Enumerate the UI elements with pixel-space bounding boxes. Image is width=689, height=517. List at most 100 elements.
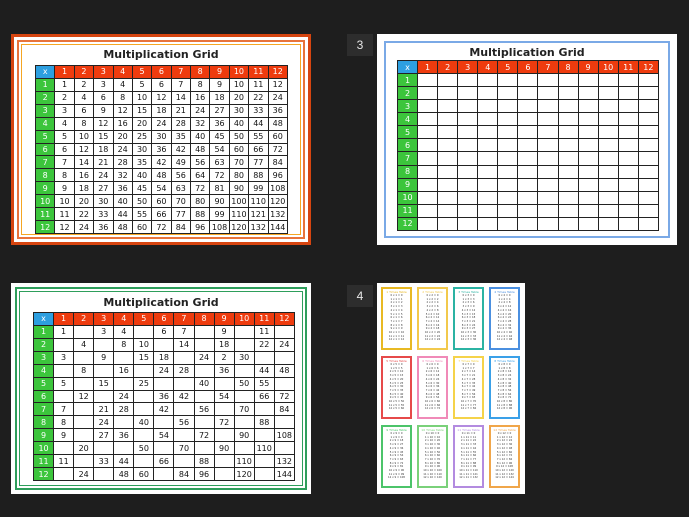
column-header: 9 <box>577 59 599 75</box>
grid-cell: 56 <box>189 155 211 170</box>
times-table-line: 7 x 8 = 56 <box>497 388 512 392</box>
grid-cell: 99 <box>209 207 230 222</box>
grid-cell <box>173 350 195 365</box>
times-table-line: 9 x 5 = 45 <box>389 396 404 400</box>
grid-cell <box>193 415 215 430</box>
grid-cell-empty <box>617 203 639 218</box>
grid-cell: 36 <box>93 220 114 234</box>
grid-cell: 15 <box>131 103 153 118</box>
row-header: 5 <box>34 129 56 144</box>
times-table-line: 10 x 9 = 90 <box>388 469 405 473</box>
grid-cell <box>233 337 255 352</box>
grid-cell-empty <box>477 216 499 232</box>
times-table-title: 6 Times Table <box>422 359 443 363</box>
multiplication-grid-partial: x 1 2 3 4 5 6 7 8 9 10 11 12 1 1 3 4 6 7 9 11 2 4 8 10 14 18 22 24 3 3… <box>32 312 296 481</box>
times-table-line: 7 x 7 = 49 <box>461 388 476 392</box>
grid-cell: 12 <box>73 389 95 404</box>
grid-cell <box>93 441 115 456</box>
grid-cell-empty <box>417 73 439 88</box>
grid-cell: 132 <box>267 207 288 222</box>
grid-cell: 40 <box>228 116 250 131</box>
grid-cell-empty <box>617 112 639 127</box>
grid-cell <box>173 428 195 443</box>
times-table-line: 3 x 1 = 3 <box>390 305 403 309</box>
column-header: 12 <box>637 59 660 75</box>
grid-cell: 24 <box>93 415 115 430</box>
grid-cell <box>53 389 75 404</box>
times-table-line: 4 x 2 = 8 <box>426 308 439 312</box>
grid-cell: 120 <box>228 220 250 234</box>
grid-cell: 48 <box>151 168 172 183</box>
grid-cell <box>133 454 155 469</box>
times-table-line: 5 x 7 = 35 <box>461 381 476 385</box>
row-header: 4 <box>34 116 56 131</box>
grid-cell <box>113 441 135 456</box>
times-table-line: 4 x 4 = 16 <box>497 308 512 312</box>
grid-cell-empty <box>457 99 479 114</box>
column-header: 5 <box>497 59 519 75</box>
grid-cell <box>233 441 255 456</box>
grid-cell <box>73 415 95 430</box>
times-table-line: 0 x 10 = 0 <box>425 432 440 435</box>
row-header: 5 <box>32 376 55 391</box>
grid-cell: 1 <box>53 324 75 339</box>
grid-cell: 45 <box>209 129 230 144</box>
grid-cell-empty <box>597 73 619 88</box>
grid-cell: 16 <box>113 363 135 378</box>
grid-cell: 80 <box>228 168 250 183</box>
row-header: 1 <box>396 73 419 88</box>
times-table-line: 11 x 2 = 22 <box>424 334 441 338</box>
grid-cell-empty <box>617 125 639 140</box>
row-header: 11 <box>396 203 419 218</box>
times-table-line: 12 x 3 = 36 <box>460 338 477 342</box>
times-table-line: 5 x 12 = 60 <box>496 450 513 454</box>
grid-cell-empty <box>497 138 519 153</box>
slide-thumbnail-1[interactable]: Multiplication Grid x 1 2 3 4 5 6 7 8 9 10 11 12 1 1 2 3… <box>11 34 311 245</box>
grid-cell-empty <box>497 190 519 205</box>
grid-cell: 54 <box>213 389 235 404</box>
row-header: 3 <box>34 103 56 118</box>
grid-cell <box>53 467 75 481</box>
times-table-line: 10 x 1 = 10 <box>388 331 405 335</box>
grid-cell: 7 <box>170 77 192 92</box>
grid-cell <box>213 402 235 417</box>
grid-cell: 30 <box>233 350 255 365</box>
grid-cell-empty <box>497 151 519 166</box>
times-table-line: 4 x 1 = 4 <box>390 308 403 312</box>
grid-cell: 121 <box>248 207 269 222</box>
grid-cell-empty <box>497 125 519 140</box>
times-table-title: 4 Times Table <box>494 290 515 294</box>
column-header: 11 <box>248 65 269 79</box>
grid-cell <box>93 363 115 378</box>
slide-thumbnail-3[interactable]: Multiplication Grid x 1 2 3 4 5 6 7 8 9 10 11 12 1 2 3 4… <box>377 34 677 245</box>
grid-cell-empty <box>557 86 579 101</box>
times-table-line: 12 x 12 = 144 <box>495 476 514 480</box>
slide-thumbnail-partial[interactable]: Multiplication Grid x 1 2 3 4 5 6 7 8 9 10 11 12 1 1 3 4… <box>11 283 311 494</box>
times-table-line: 8 x 10 = 80 <box>424 461 441 465</box>
grid-cell: 33 <box>93 454 115 469</box>
grid-cell-empty <box>517 99 539 114</box>
grid-cell: 27 <box>93 181 114 196</box>
times-table-line: 8 x 4 = 32 <box>497 323 512 327</box>
grid-cell-empty <box>637 151 660 166</box>
times-table-title: 10 Times Table <box>421 428 444 432</box>
times-table-line: 7 x 9 = 63 <box>389 457 404 461</box>
times-table-line: 12 x 5 = 60 <box>388 407 405 411</box>
grid-cell-empty <box>477 190 499 205</box>
times-table-line: 6 x 3 = 18 <box>461 316 476 320</box>
grid-cell: 108 <box>209 220 230 234</box>
grid-cell: 42 <box>170 142 192 157</box>
slide-number-3: 3 <box>347 34 373 56</box>
grid-cell-empty <box>557 99 579 114</box>
slide-partial-title: Multiplication Grid <box>103 296 219 309</box>
grid-cell <box>173 402 195 417</box>
times-table-line: 6 x 1 = 6 <box>390 316 403 320</box>
times-table-line: 0 x 11 = 0 <box>461 432 476 435</box>
grid-cell-empty <box>577 216 599 232</box>
grid-cell <box>133 428 155 443</box>
times-table-line: 5 x 4 = 20 <box>497 312 512 316</box>
